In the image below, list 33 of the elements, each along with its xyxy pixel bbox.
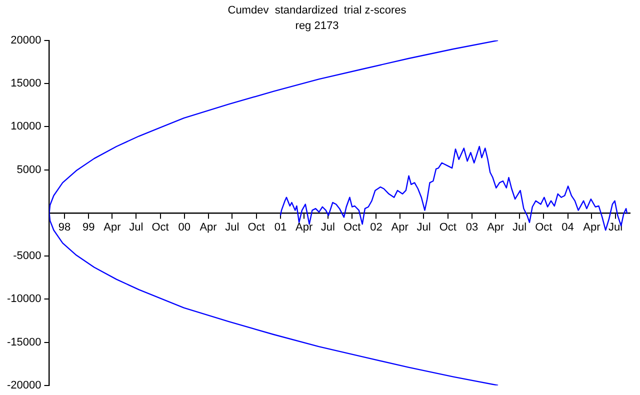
chart-subtitle: reg 2173 [295, 20, 339, 32]
y-tick-label: 10000 [10, 120, 42, 133]
y-tick-label: 20000 [10, 34, 42, 46]
x-tick-label: Apr [391, 222, 409, 234]
y-tick-label: -15000 [6, 336, 42, 348]
y-tick-label: 5000 [16, 164, 42, 176]
x-tick-label: 98 [58, 222, 71, 234]
x-tick-label: Jul [416, 222, 431, 234]
x-tick-label: Jul [512, 222, 527, 234]
x-tick-label: 00 [178, 222, 191, 234]
x-tick-label: Oct [344, 222, 361, 234]
x-tick-label: Apr [200, 222, 218, 234]
x-tick-label: Jul [225, 222, 240, 234]
x-tick-label: Apr [487, 222, 505, 234]
y-tick-label: -20000 [6, 379, 42, 392]
x-tick-label: Oct [248, 222, 265, 234]
x-tick-label: Jul [129, 222, 144, 234]
y-tick-label: -10000 [6, 293, 42, 306]
x-tick-label: Oct [439, 222, 456, 234]
x-tick-label: Apr [583, 222, 601, 234]
x-tick-label: Oct [152, 222, 169, 234]
y-tick-label: 15000 [10, 78, 42, 90]
x-tick-label: Jul [320, 222, 335, 234]
x-tick-label: Apr [296, 222, 313, 234]
x-tick-label: 03 [466, 222, 478, 234]
x-tick-label: 04 [562, 222, 574, 234]
x-tick-label: 99 [82, 222, 95, 234]
chart-title: Cumdev standardized trial z-scores [228, 4, 407, 17]
x-tick-label: Oct [535, 222, 552, 234]
x-tick-label: 02 [370, 222, 382, 234]
y-tick-label: -5000 [13, 250, 42, 262]
x-tick-label: 01 [274, 222, 287, 234]
x-tick-label: Apr [104, 222, 122, 234]
